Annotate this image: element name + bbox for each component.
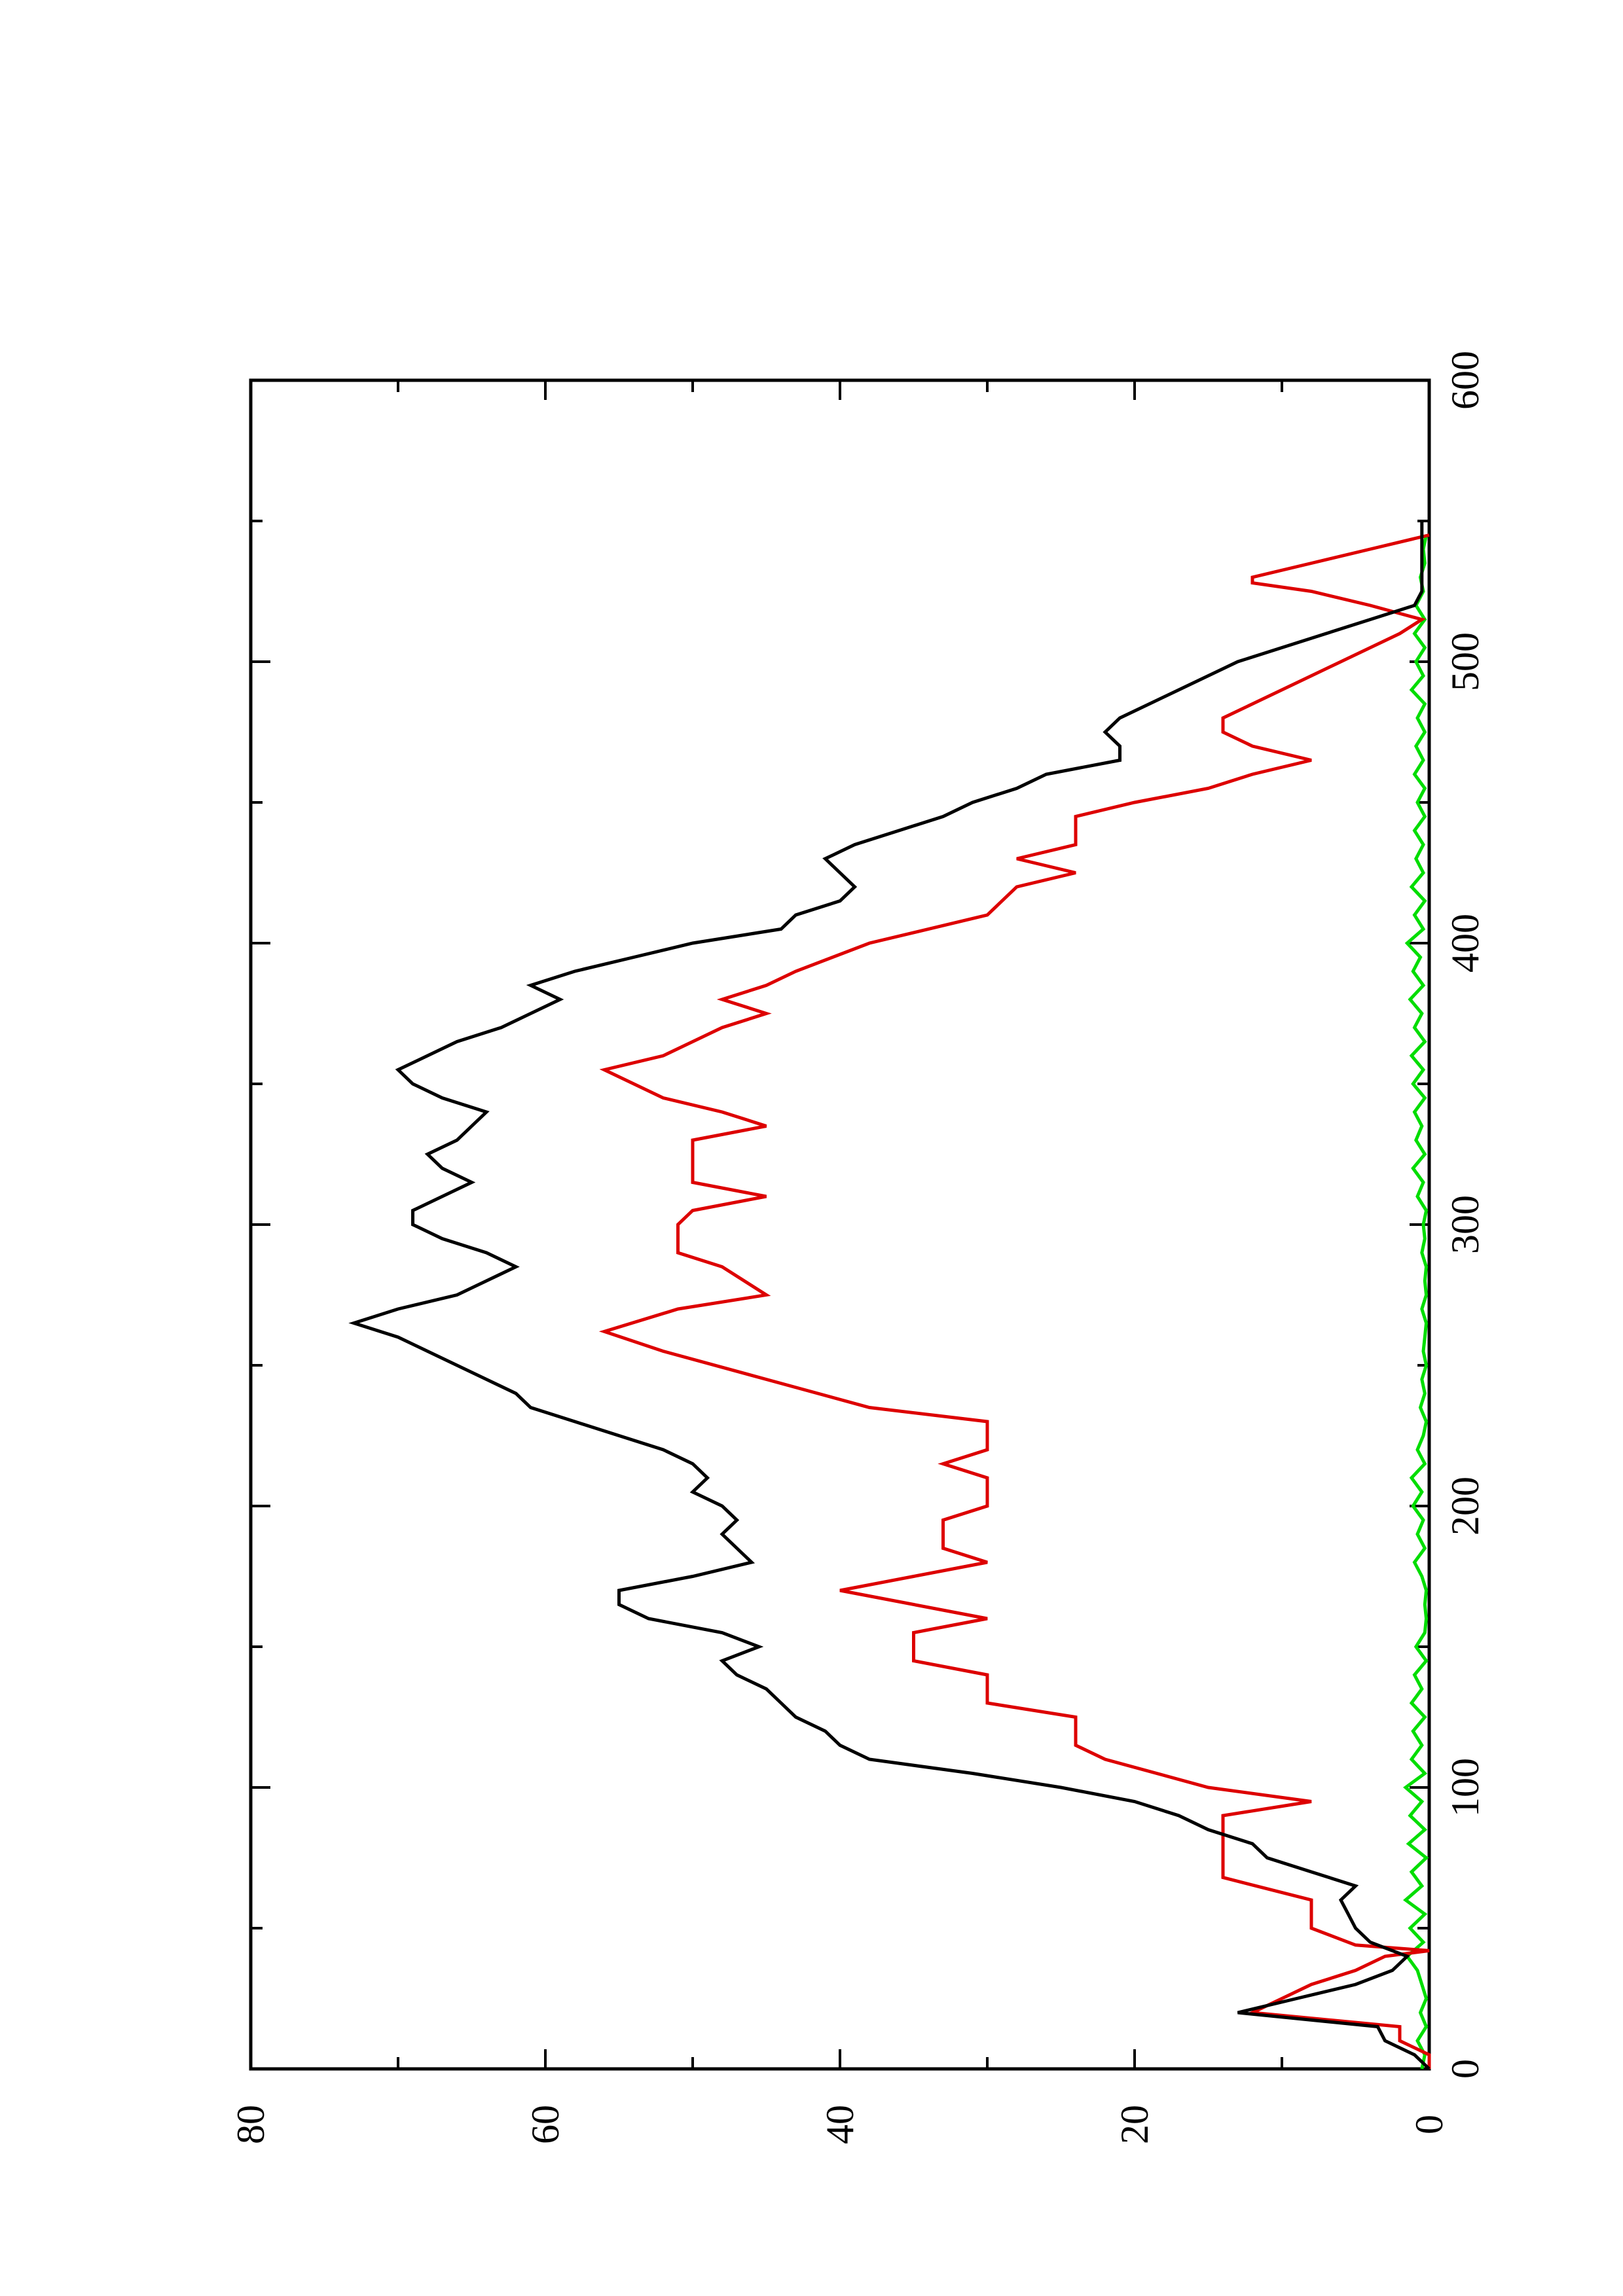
x-tick-label: 600 [1444, 351, 1487, 410]
x-tick-label: 0 [1444, 2059, 1487, 2079]
axis-ticks [249, 379, 1431, 2070]
tick-labels: 0 100 200 300 400 500 600 0 20 40 60 80 [229, 351, 1487, 2144]
plot-border [249, 378, 1431, 2071]
x-tick-label: 500 [1444, 632, 1487, 691]
y-tick-label: 80 [229, 2105, 272, 2144]
plot-frame [249, 378, 1431, 2071]
x-tick-label: 400 [1444, 914, 1487, 973]
series-layer [348, 521, 1431, 2070]
x-tick-label: 200 [1444, 1477, 1487, 1535]
series-line-0 [348, 521, 1431, 2070]
x-tick-label: 300 [1444, 1195, 1487, 1254]
y-tick-label: 60 [524, 2105, 567, 2144]
y-tick-label: 20 [1113, 2105, 1156, 2144]
x-tick-label: 100 [1444, 1758, 1487, 1817]
series-line-1 [598, 533, 1431, 2069]
series-line-2 [1402, 534, 1429, 2070]
y-tick-label: 40 [818, 2105, 862, 2144]
y-tick-label: 0 [1408, 2115, 1451, 2134]
